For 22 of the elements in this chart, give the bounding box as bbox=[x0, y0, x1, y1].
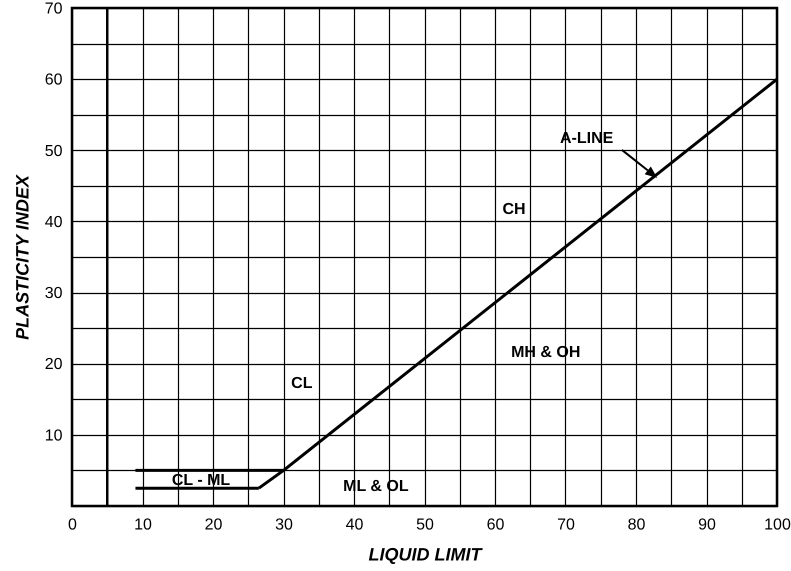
y-tick-label: 20 bbox=[44, 356, 63, 374]
annotation: CH bbox=[502, 201, 526, 218]
x-tick-label: 80 bbox=[628, 516, 646, 534]
y-tick-label: 50 bbox=[44, 142, 63, 160]
y-tick-label: 60 bbox=[44, 72, 63, 89]
x-tick-label: 50 bbox=[416, 516, 434, 534]
y-tick-label: 40 bbox=[44, 214, 63, 231]
x-tick-label: 10 bbox=[134, 516, 152, 534]
x-tick-label: 90 bbox=[698, 516, 716, 534]
y-tick-label: 30 bbox=[44, 285, 63, 302]
x-tick-label: 60 bbox=[486, 516, 504, 534]
y-tick-label: 10 bbox=[44, 427, 63, 444]
y-tick-label: 70 bbox=[44, 0, 63, 18]
x-tick-label: 30 bbox=[275, 516, 293, 534]
x-tick-label: 0 bbox=[68, 516, 78, 534]
x-axis-title: LIQUID LIMIT bbox=[368, 544, 484, 564]
y-axis-title: PLASTICITY INDEX bbox=[12, 174, 33, 340]
annotation: CL bbox=[291, 374, 313, 392]
x-tick-label: 20 bbox=[204, 516, 222, 534]
x-tick-label: 40 bbox=[346, 516, 364, 534]
x-tick-label: 100 bbox=[764, 516, 791, 534]
x-tick-label: 70 bbox=[557, 516, 575, 534]
